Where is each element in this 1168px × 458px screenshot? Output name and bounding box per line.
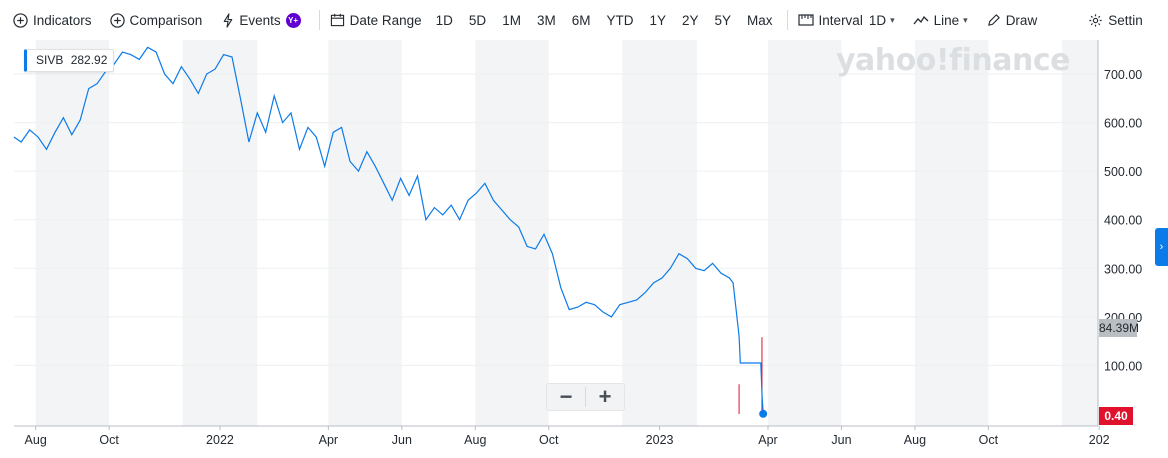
y-tick-label: 600.00 (1104, 117, 1142, 131)
settings-button[interactable]: Settin (1088, 0, 1143, 40)
current-price-label: 0.40 (1099, 407, 1133, 425)
x-tick-label: Aug (25, 433, 47, 447)
month-band (475, 40, 549, 426)
x-tick-label: 202 (1089, 433, 1110, 447)
comparison-label: Comparison (129, 12, 203, 28)
x-tick-label: Oct (539, 433, 559, 447)
range-6m[interactable]: 6M (571, 12, 591, 28)
y-tick-label: 100.00 (1104, 359, 1142, 373)
current-price-dot (759, 409, 768, 418)
month-band (1061, 40, 1098, 426)
x-tick-label: Apr (319, 433, 338, 447)
chart-type-dropdown[interactable]: Line ▾ (913, 0, 968, 40)
chart-toolbar: Indicators Comparison Events Y+ Date Ran… (0, 0, 1168, 40)
range-1y[interactable]: 1Y (649, 12, 666, 28)
lightning-icon (222, 12, 234, 28)
pencil-icon (986, 13, 1001, 28)
symbol-price-label[interactable]: SIVB 282.92 (24, 49, 115, 72)
range-buttons: 1D 5D 1M 3M 6M YTD 1Y 2Y 5Y Max (428, 0, 781, 40)
plus-circle-icon (13, 12, 28, 28)
x-tick-label: Apr (758, 433, 777, 447)
gear-icon (1088, 13, 1103, 28)
interval-label: Interval (818, 12, 863, 28)
yahoo-plus-badge: Y+ (285, 12, 301, 28)
range-1m[interactable]: 1M (502, 12, 521, 28)
x-tick-label: 2023 (646, 433, 674, 447)
indicators-button[interactable]: Indicators (13, 0, 92, 40)
events-button[interactable]: Events Y+ (222, 0, 301, 40)
month-band (767, 40, 842, 426)
comparison-button[interactable]: Comparison (109, 0, 203, 40)
expand-panel-tab[interactable]: › (1155, 228, 1168, 266)
chevron-right-icon: › (1159, 241, 1164, 253)
y-tick-label: 300.00 (1104, 262, 1142, 276)
symbol-ticker: SIVB (36, 53, 64, 67)
x-axis-ticks: Aug Oct 2022 Apr Jun Aug Oct 2023 Apr Jun Aug Oct 20… (25, 426, 1110, 447)
month-shading-bands (35, 40, 1098, 426)
x-tick-label: 2022 (206, 433, 234, 447)
price-chart[interactable]: Aug Oct 2022 Apr Jun Aug Oct 2023 Apr Jun Aug Oct 20… (0, 38, 1168, 458)
calendar-icon (330, 13, 345, 27)
price-line (13, 46, 764, 414)
y-tick-label: 400.00 (1104, 214, 1142, 228)
chevron-down-icon: ▾ (890, 14, 895, 25)
y-tick-label: 700.00 (1104, 68, 1142, 82)
line-chart-icon (913, 14, 929, 26)
events-label: Events (239, 12, 281, 28)
interval-dropdown[interactable]: Interval 1D ▾ (797, 0, 895, 40)
range-ytd[interactable]: YTD (606, 12, 634, 28)
x-tick-label: Jun (831, 433, 851, 447)
month-band (182, 40, 258, 426)
volume-bars (738, 337, 763, 414)
range-5d[interactable]: 5D (468, 12, 487, 28)
range-2y[interactable]: 2Y (682, 12, 699, 28)
interval-value: 1D (868, 12, 887, 28)
settings-label: Settin (1108, 12, 1143, 28)
range-5y[interactable]: 5Y (714, 12, 732, 28)
toolbar-divider (786, 10, 788, 30)
y-tick-label: 500.00 (1104, 165, 1142, 179)
x-tick-label: Jun (392, 433, 412, 447)
symbol-price: 282.92 (70, 53, 108, 67)
ruler-icon (797, 13, 814, 27)
month-band (35, 40, 110, 426)
indicators-label: Indicators (33, 12, 92, 28)
zoom-divider (585, 387, 586, 407)
date-range-button[interactable]: Date Range (330, 0, 422, 40)
x-tick-label: Aug (464, 433, 486, 447)
x-tick-label: Oct (979, 433, 999, 447)
chart-type-label: Line (933, 12, 960, 28)
draw-button[interactable]: Draw (986, 0, 1038, 40)
x-tick-label: Oct (99, 433, 119, 447)
plus-circle-icon (109, 12, 125, 28)
month-band (914, 40, 989, 426)
zoom-in-button[interactable]: + (598, 384, 612, 409)
zoom-controls: − + (546, 383, 625, 411)
range-max[interactable]: Max (747, 12, 773, 28)
toolbar-divider (318, 10, 320, 30)
x-tick-label: Aug (904, 433, 926, 447)
chevron-down-icon: ▾ (963, 14, 968, 25)
month-band (622, 40, 697, 426)
range-3m[interactable]: 3M (536, 12, 556, 28)
volume-axis-label: 84.39M (1099, 319, 1140, 337)
yahoo-finance-watermark: yahoo!finance (836, 43, 1070, 78)
zoom-out-button[interactable]: − (559, 384, 573, 409)
month-band (328, 40, 402, 426)
range-1d[interactable]: 1D (435, 12, 453, 28)
draw-label: Draw (1005, 12, 1038, 28)
date-range-label: Date Range (349, 12, 422, 28)
chart-area[interactable]: Aug Oct 2022 Apr Jun Aug Oct 2023 Apr Jun Aug Oct 20… (0, 38, 1168, 458)
